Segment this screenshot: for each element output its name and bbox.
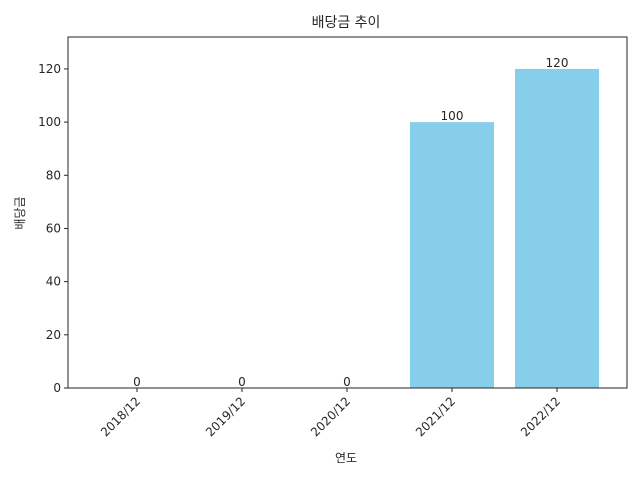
chart-title: 배당금 추이 — [312, 15, 381, 31]
x-tick-label: 2018/12 — [98, 394, 143, 439]
x-tick-label: 2022/12 — [518, 394, 563, 439]
bar-2021-12 — [410, 122, 494, 388]
y-axis: 0 20 40 60 80 100 120 — [38, 62, 68, 395]
data-labels-group: 0 0 0 100 120 — [133, 56, 568, 389]
x-axis-title: 연도 — [335, 451, 357, 465]
y-tick-label: 80 — [46, 168, 61, 182]
y-tick-label: 0 — [53, 381, 61, 395]
x-tick-label: 2021/12 — [413, 394, 458, 439]
data-label-2020-12: 0 — [343, 375, 351, 389]
y-axis-title: 배당금 — [13, 196, 27, 229]
x-tick-label: 2020/12 — [308, 394, 353, 439]
y-tick-label: 40 — [46, 275, 61, 289]
data-label-2018-12: 0 — [133, 375, 141, 389]
bar-2022-12 — [515, 68, 599, 388]
y-tick-label: 100 — [38, 115, 61, 129]
y-tick-label: 120 — [38, 62, 61, 76]
data-label-2019-12: 0 — [238, 375, 246, 389]
data-label-2022-12: 120 — [546, 56, 569, 70]
y-tick-label: 20 — [46, 328, 61, 342]
data-label-2021-12: 100 — [441, 109, 464, 123]
y-tick-label: 60 — [46, 221, 61, 235]
x-axis: 2018/12 2019/12 2020/12 2021/12 2022/12 — [98, 388, 563, 439]
x-tick-label: 2019/12 — [203, 394, 248, 439]
bars-group — [410, 68, 599, 388]
